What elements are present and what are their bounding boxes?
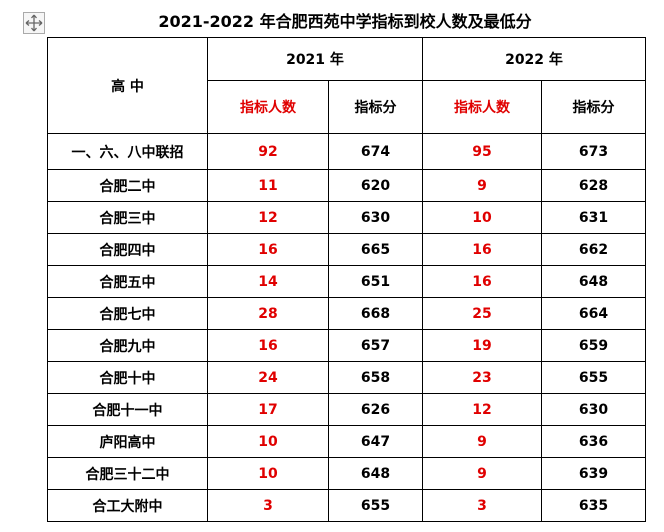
value-cell: 10 [207,457,329,490]
table-row: 合肥九中 16 657 19 659 [47,329,646,362]
value-cell: 655 [541,361,646,394]
header-cell: 2021 年 [207,37,423,81]
value-cell: 16 [422,265,542,298]
value-cell: 12 [422,393,542,426]
value-cell: 651 [328,265,423,298]
value-cell: 630 [541,393,646,426]
school-cell: 合工大附中 [47,489,208,522]
value-cell: 628 [541,169,646,202]
school-cell: 合肥十中 [47,361,208,394]
value-cell: 28 [207,297,329,330]
table-row: 庐阳高中 10 647 9 636 [47,425,646,458]
header-cell: 2022 年 [422,37,646,81]
value-cell: 9 [422,169,542,202]
value-cell: 647 [328,425,423,458]
table-row: 合肥三十二中 10 648 9 639 [47,457,646,490]
header-cell: 高 中 [47,37,208,134]
value-cell: 658 [328,361,423,394]
value-cell: 659 [541,329,646,362]
table-row: 合肥五中 14 651 16 648 [47,265,646,298]
value-cell: 668 [328,297,423,330]
table-row: 合工大附中 3 655 3 635 [47,489,646,522]
school-cell: 合肥五中 [47,265,208,298]
value-cell: 630 [328,201,423,234]
move-handle[interactable] [23,12,45,34]
value-cell: 674 [328,133,423,170]
table-row: 一、六、八中联招 92 674 95 673 [47,133,646,170]
value-cell: 665 [328,233,423,266]
school-cell: 庐阳高中 [47,425,208,458]
value-cell: 11 [207,169,329,202]
value-cell: 23 [422,361,542,394]
table: 高 中 2021 年 2022 年 指标人数 指标分 指标人数 指标分 一、六、… [47,37,646,522]
header-cell: 指标分 [541,80,646,134]
value-cell: 626 [328,393,423,426]
value-cell: 620 [328,169,423,202]
value-cell: 662 [541,233,646,266]
header-cell: 指标人数 [207,80,329,134]
value-cell: 657 [328,329,423,362]
school-cell: 合肥七中 [47,297,208,330]
value-cell: 636 [541,425,646,458]
value-cell: 635 [541,489,646,522]
school-cell: 合肥十一中 [47,393,208,426]
table-row: 合肥四中 16 665 16 662 [47,233,646,266]
value-cell: 16 [207,233,329,266]
header-row: 指标人数 指标分 指标人数 指标分 [48,80,646,134]
value-cell: 648 [541,265,646,298]
value-cell: 655 [328,489,423,522]
value-cell: 631 [541,201,646,234]
value-cell: 9 [422,457,542,490]
school-cell: 合肥四中 [47,233,208,266]
title: 2021-2022 年合肥西苑中学指标到校人数及最低分 [158,12,532,31]
value-cell: 12 [207,201,329,234]
school-cell: 合肥二中 [47,169,208,202]
value-cell: 673 [541,133,646,170]
value-cell: 9 [422,425,542,458]
value-cell: 92 [207,133,329,170]
value-cell: 95 [422,133,542,170]
value-cell: 16 [422,233,542,266]
header-cell: 指标人数 [422,80,542,134]
school-cell: 合肥九中 [47,329,208,362]
table-row: 合肥二中 11 620 9 628 [47,169,646,202]
header-row: 高 中 2021 年 2022 年 [47,37,646,134]
value-cell: 19 [422,329,542,362]
table-row: 合肥三中 12 630 10 631 [47,201,646,234]
value-cell: 10 [207,425,329,458]
header-cell: 指标分 [328,80,423,134]
school-cell: 合肥三十二中 [47,457,208,490]
value-cell: 648 [328,457,423,490]
school-cell: 合肥三中 [47,201,208,234]
value-cell: 3 [207,489,329,522]
table-row: 合肥七中 28 668 25 664 [47,297,646,330]
value-cell: 10 [422,201,542,234]
table-row: 合肥十一中 17 626 12 630 [47,393,646,426]
table-row: 合肥十中 24 658 23 655 [47,361,646,394]
value-cell: 25 [422,297,542,330]
school-cell: 一、六、八中联招 [47,133,208,170]
value-cell: 639 [541,457,646,490]
value-cell: 16 [207,329,329,362]
value-cell: 24 [207,361,329,394]
value-cell: 664 [541,297,646,330]
value-cell: 14 [207,265,329,298]
value-cell: 17 [207,393,329,426]
value-cell: 3 [422,489,542,522]
